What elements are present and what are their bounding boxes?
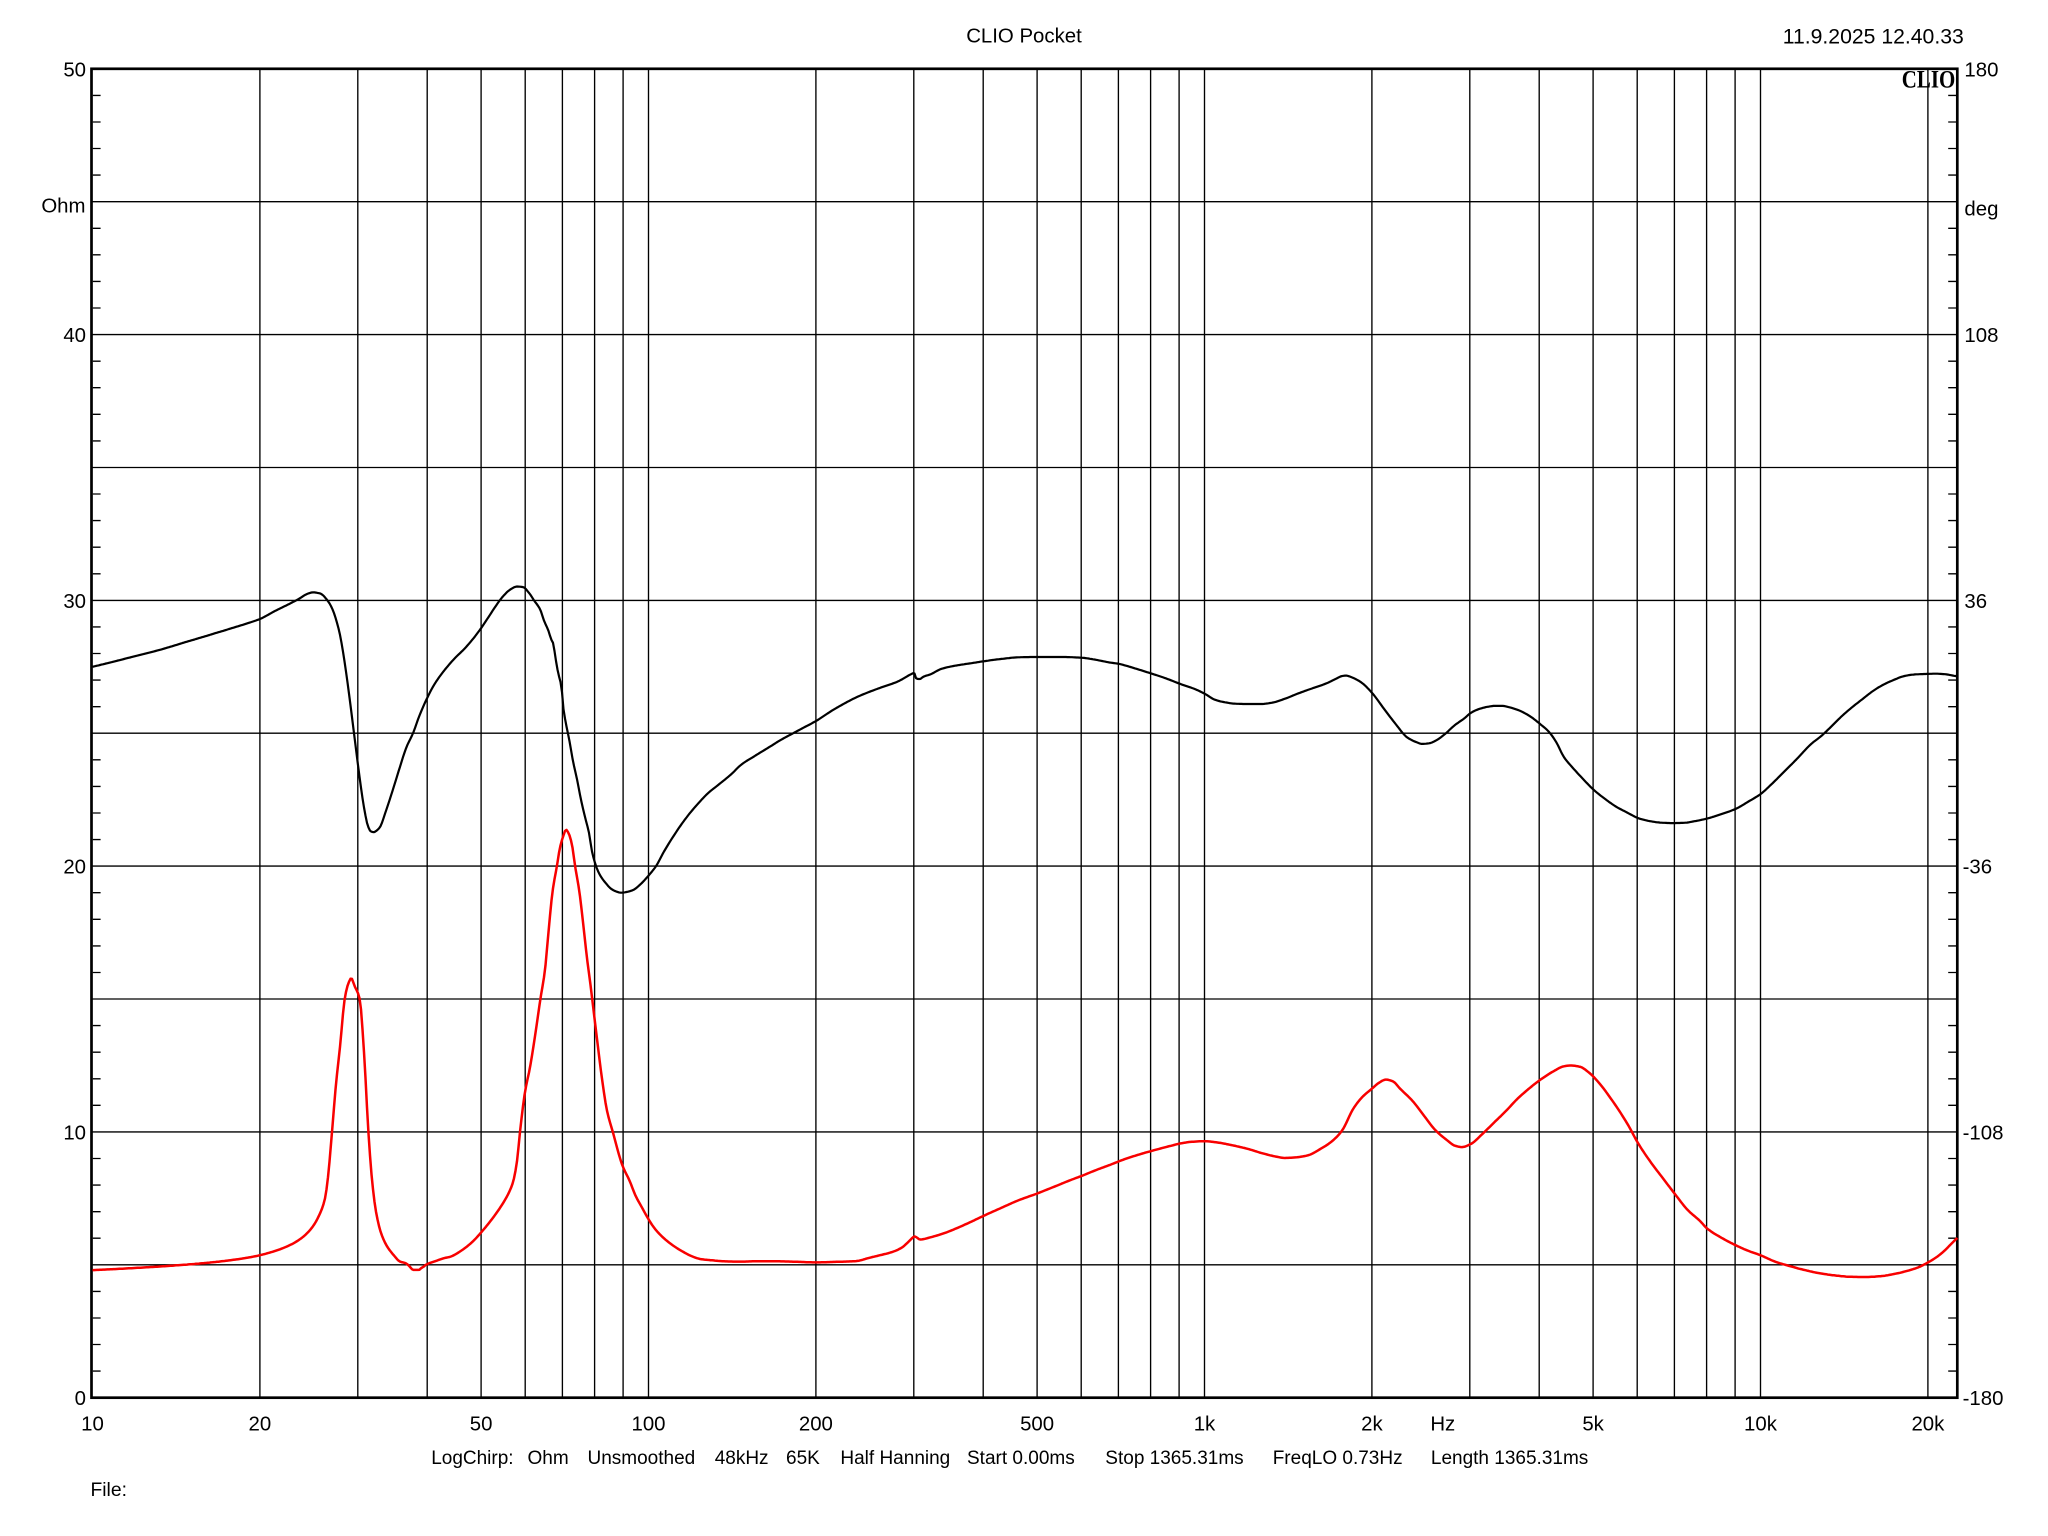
svg-text:50: 50	[470, 1413, 493, 1435]
svg-text:20: 20	[249, 1413, 272, 1435]
svg-text:Start 0.00ms: Start 0.00ms	[967, 1448, 1075, 1469]
svg-text:-180: -180	[1963, 1388, 2004, 1410]
svg-text:180: 180	[1964, 59, 1998, 81]
svg-text:1k: 1k	[1194, 1413, 1216, 1435]
svg-text:108: 108	[1964, 325, 1998, 347]
svg-text:Ohm: Ohm	[528, 1448, 569, 1469]
svg-text:5k: 5k	[1582, 1413, 1604, 1435]
svg-text:CLIO: CLIO	[1902, 65, 1956, 94]
svg-text:File:: File:	[91, 1480, 127, 1501]
svg-text:2k: 2k	[1361, 1413, 1383, 1435]
svg-text:10k: 10k	[1744, 1413, 1778, 1435]
svg-text:-36: -36	[1963, 857, 1992, 879]
svg-text:Length 1365.31ms: Length 1365.31ms	[1431, 1448, 1588, 1469]
svg-text:Stop 1365.31ms: Stop 1365.31ms	[1105, 1448, 1243, 1469]
svg-text:11.9.2025 12.40.33: 11.9.2025 12.40.33	[1783, 25, 1964, 48]
svg-text:40: 40	[63, 325, 86, 347]
svg-text:Hz: Hz	[1430, 1413, 1455, 1435]
svg-text:Ohm: Ohm	[41, 195, 85, 217]
svg-text:deg: deg	[1964, 199, 1998, 221]
svg-text:50: 50	[63, 59, 86, 81]
svg-text:65K: 65K	[786, 1448, 820, 1469]
svg-text:FreqLO 0.73Hz: FreqLO 0.73Hz	[1273, 1448, 1403, 1469]
svg-text:200: 200	[799, 1413, 833, 1435]
svg-text:CLIO Pocket: CLIO Pocket	[966, 26, 1082, 48]
svg-text:Half Hanning: Half Hanning	[840, 1448, 950, 1469]
svg-text:20k: 20k	[1911, 1413, 1945, 1435]
svg-text:0: 0	[75, 1388, 86, 1410]
svg-text:Unsmoothed: Unsmoothed	[588, 1448, 696, 1469]
svg-text:100: 100	[631, 1413, 665, 1435]
svg-text:10: 10	[81, 1413, 104, 1435]
svg-text:-108: -108	[1963, 1122, 2004, 1144]
svg-text:500: 500	[1020, 1413, 1054, 1435]
svg-text:10: 10	[63, 1122, 86, 1144]
svg-text:48kHz: 48kHz	[715, 1448, 769, 1469]
svg-text:LogChirp:: LogChirp:	[431, 1448, 513, 1469]
svg-text:30: 30	[63, 591, 86, 613]
svg-text:20: 20	[63, 857, 86, 879]
svg-text:36: 36	[1964, 591, 1987, 613]
